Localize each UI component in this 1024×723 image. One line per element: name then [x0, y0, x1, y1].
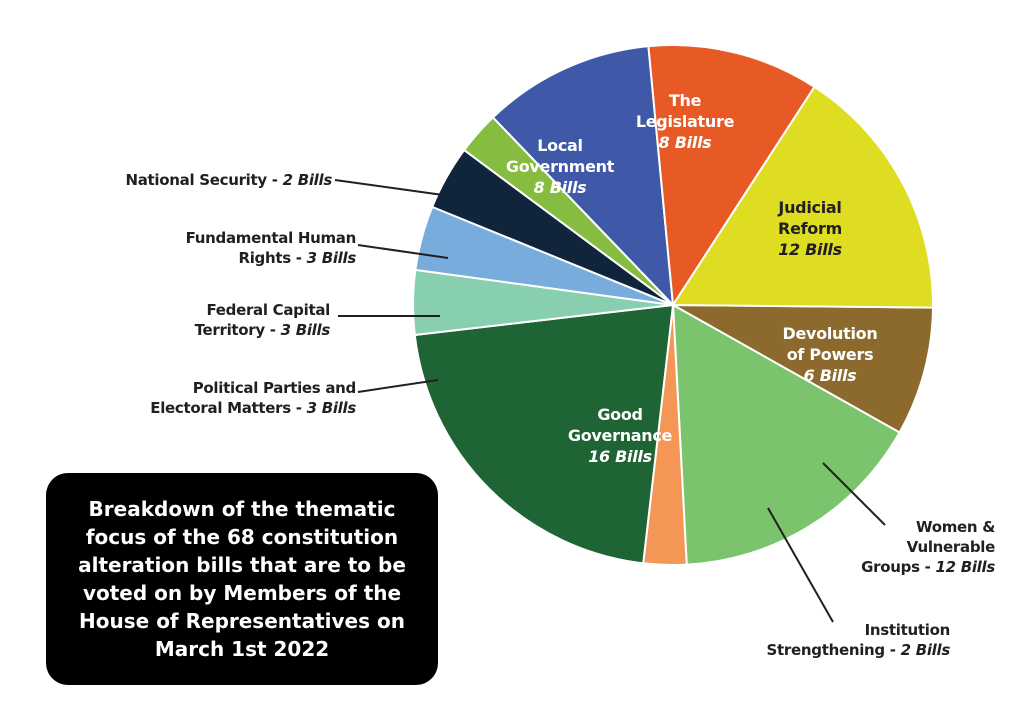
pie-slice-devolution-of-powers [672, 304, 934, 434]
leader-lines [334, 179, 886, 623]
label-institution: Institution Strengthening - 2 Bills [766, 621, 951, 659]
label-judicial: Judicial Reform 12 Bills [778, 198, 842, 259]
leader-fundamental-rights [357, 244, 449, 259]
pie-slice-women-vulnerable-groups [671, 303, 901, 566]
leader-women [822, 462, 886, 526]
pie-slice-good-governance [413, 303, 675, 565]
label-fundamental-rights: Fundamental Human Rights - 3 Bills [185, 229, 357, 267]
label-legislature: The Legislature 8 Bills [635, 91, 735, 152]
label-devolution: Devolution of Powers 6 Bills [782, 324, 878, 385]
label-good-governance: Good Governance 16 Bills [567, 405, 673, 466]
leader-political [357, 379, 439, 393]
caption-text: Breakdown of the thematic focus of the 6… [78, 497, 406, 661]
leader-national-security [334, 179, 444, 196]
pie-slice-the-legislature [647, 44, 816, 308]
pie-slice-judicial-reform [671, 85, 934, 309]
leader-institution [767, 507, 834, 623]
caption-box: Breakdown of the thematic focus of the 6… [46, 473, 438, 685]
pie-slice-local-government [491, 45, 675, 308]
label-fct: Federal Capital Territory - 3 Bills [194, 301, 331, 339]
label-national-security: National Security - 2 Bills [125, 171, 332, 189]
label-local-government: Local Government 8 Bills [505, 136, 615, 197]
label-political-parties: Political Parties and Electoral Matters -… [150, 379, 356, 417]
label-women: Women & Vulnerable Groups - 12 Bills [861, 518, 995, 576]
